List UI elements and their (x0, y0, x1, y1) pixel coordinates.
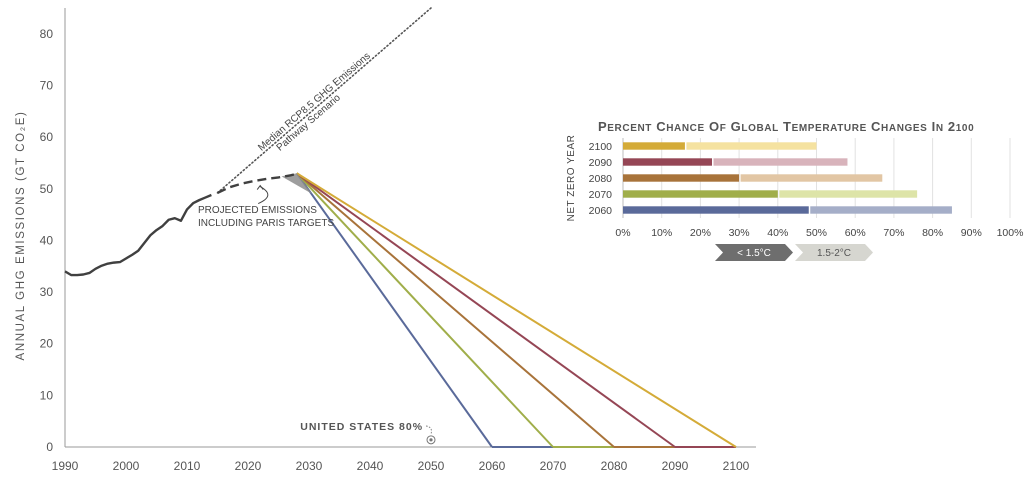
inset-x-tick-label: 50% (806, 227, 827, 239)
inset-title-word: LOBAL (741, 123, 778, 134)
inset-category-label: 2070 (589, 189, 613, 201)
y-tick-label: 70 (40, 78, 54, 92)
pathway-line-2070 (296, 172, 554, 448)
inset-category-label: 2090 (589, 157, 613, 169)
x-tick-label: 1990 (52, 459, 79, 473)
inset-title-word: HANCE (666, 123, 705, 134)
y-tick-label: 30 (40, 285, 54, 299)
inset-title-word: P (598, 119, 607, 134)
inset-bar-2070-lt-1-5 (623, 190, 778, 198)
y-tick-label: 0 (46, 440, 53, 454)
inset-category-label: 2100 (589, 141, 613, 153)
x-tick-label: 2010 (174, 459, 201, 473)
inset-bar-2100-lt-1-5 (623, 142, 685, 150)
inset-category-label: 2080 (589, 173, 613, 185)
x-tick-label: 2000 (113, 459, 140, 473)
inset-bar-2060-1-5-to-2 (810, 206, 952, 214)
inset-title-word: F (720, 123, 727, 134)
inset-title-word: 100 (956, 123, 975, 134)
y-tick-label: 10 (40, 388, 54, 402)
inset-title-word: I (927, 119, 935, 134)
historical-line (64, 193, 212, 277)
y-tick-label: 60 (40, 130, 54, 144)
legend-1-5-2-label: 1.5-2°C (817, 248, 851, 259)
inset-chart: 0% 10% 20% 30% 40% 50% 60% 70% 80% 90% 100% PERCENT… (566, 119, 1023, 261)
projected-label-line: PROJECTED EMISSIONS (198, 205, 317, 216)
convergence-fan (281, 173, 313, 194)
inset-x-tick-label: 30% (729, 227, 750, 239)
inset-title-word: EMPERATURE (792, 123, 867, 134)
inset-x-tick-label: 100% (997, 227, 1024, 239)
y-axis-title: ANNUAL GHG EMISSIONS (GT CO₂E) (15, 111, 27, 361)
inset-title-word: G (726, 119, 741, 134)
inset-x-tick-label: 0% (615, 227, 630, 239)
pathway-line-2080 (296, 172, 615, 448)
x-tick-label: 2090 (662, 459, 689, 473)
inset-bar-2080-lt-1-5 (623, 174, 740, 182)
legend-lt-1-5-label: < 1.5°C (737, 248, 771, 259)
us-80-label: UNITED STATES 80% (300, 421, 423, 433)
rcp85-label-line: Median RCP8.5 GHG Emissions (256, 51, 372, 154)
inset-x-tick-label: 10% (651, 227, 672, 239)
inset-x-tick-label: 60% (845, 227, 866, 239)
pathway-line-2090 (296, 172, 676, 448)
inset-title-word: 2 (944, 119, 956, 134)
pathway-line-2100 (296, 172, 737, 448)
inset-bar-2060-lt-1-5 (623, 206, 809, 214)
inset-title-word: N (936, 123, 944, 134)
x-tick-label: 2080 (601, 459, 628, 473)
rcp85-line (216, 7, 432, 194)
inset-title-word: C (652, 119, 666, 134)
y-tick-label: 40 (40, 233, 54, 247)
legend-1-5-2-swatch (795, 244, 873, 261)
projected-arrow-head (256, 184, 264, 190)
inset-category-label: 2060 (589, 205, 613, 217)
x-tick-label: 2020 (235, 459, 262, 473)
inset-x-tick-label: 20% (690, 227, 711, 239)
projected-label-line: INCLUDING PARIS TARGETS (198, 218, 334, 229)
inset-y-axis-title: NET ZERO YEAR (566, 135, 577, 222)
inset-bar-2090-lt-1-5 (623, 158, 713, 166)
inset-title-word: T (779, 119, 792, 134)
projected-line (216, 172, 298, 194)
inset-bar-2070-1-5-to-2 (779, 190, 918, 198)
inset-x-tick-label: 90% (961, 227, 982, 239)
inset-title: PERCENT CHANCE OF GLOBAL TEMPERATURE CHA… (598, 119, 974, 134)
inset-bar-2100-1-5-to-2 (686, 142, 817, 150)
x-tick-label: 2070 (540, 459, 567, 473)
x-tick-label: 2060 (479, 459, 506, 473)
inset-title-word: ERCENT (607, 123, 652, 134)
us-80-marker-ring (426, 435, 436, 445)
x-tick-label: 2040 (357, 459, 384, 473)
y-tick-label: 50 (40, 182, 54, 196)
us-80-connector (425, 425, 432, 435)
legend-lt-1-5-swatch (715, 244, 793, 261)
x-tick-label: 2050 (418, 459, 445, 473)
inset-title-word: C (867, 119, 881, 134)
x-tick-label: 2030 (296, 459, 323, 473)
inset-x-tick-label: 80% (922, 227, 943, 239)
us-80-marker-dot (429, 438, 433, 442)
inset-x-tick-label: 70% (883, 227, 904, 239)
inset-x-tick-label: 40% (767, 227, 788, 239)
y-tick-label: 20 (40, 337, 54, 351)
x-tick-label: 2100 (723, 459, 750, 473)
inset-bar-2090-1-5-to-2 (713, 158, 848, 166)
inset-title-word: HANGES (881, 123, 927, 134)
pathway-line-2060 (295, 172, 493, 448)
inset-title-word: O (705, 119, 720, 134)
inset-bar-2080-1-5-to-2 (740, 174, 883, 182)
y-tick-label: 80 (40, 27, 54, 41)
